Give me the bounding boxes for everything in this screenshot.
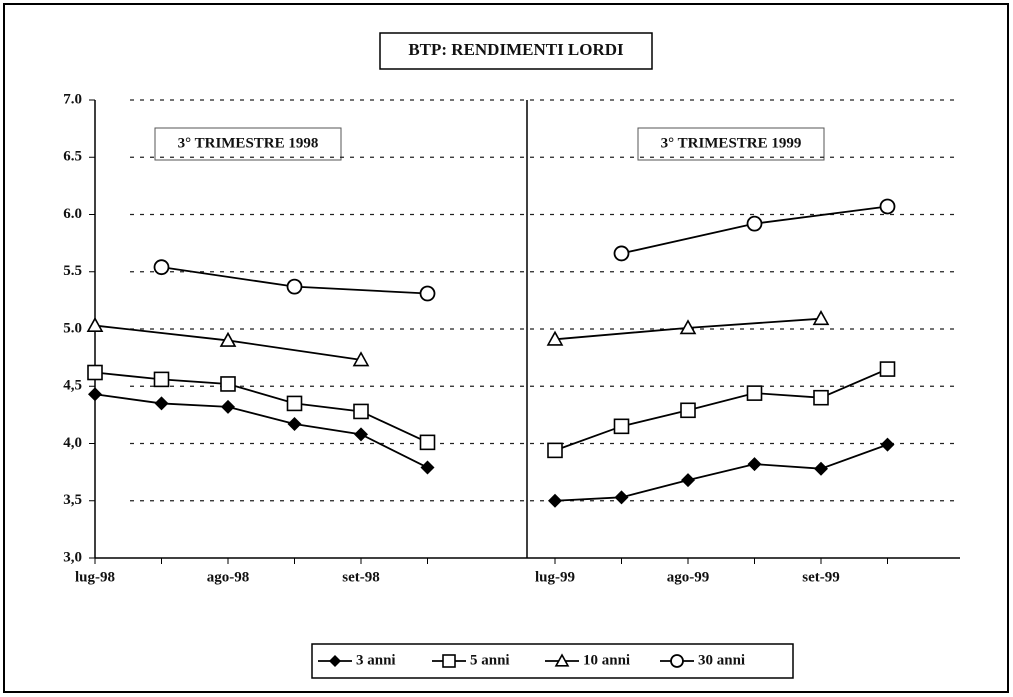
marker: [88, 387, 102, 402]
series-line: [554, 443, 888, 502]
marker: [681, 473, 695, 488]
marker: [220, 376, 236, 392]
series-line: [94, 393, 428, 469]
marker: [419, 285, 436, 302]
marker: [86, 316, 104, 332]
y-tick-label: 7.0: [63, 91, 82, 107]
frame: [3, 3, 1009, 693]
series-line: [94, 371, 428, 444]
marker: [680, 402, 696, 419]
x-tick-label: lug-98: [75, 569, 115, 585]
marker: [442, 654, 456, 668]
marker: [746, 215, 763, 232]
marker: [353, 403, 369, 420]
marker: [812, 310, 830, 326]
x-tick-label: set-99: [802, 569, 840, 585]
marker: [614, 490, 629, 505]
marker: [286, 395, 303, 412]
y-tick-label: 4,0: [63, 435, 82, 451]
marker: [221, 399, 235, 414]
marker: [554, 653, 570, 667]
marker: [746, 385, 763, 401]
annotation-box: [154, 127, 342, 161]
annotation-box: [637, 127, 825, 161]
y-tick-label: 6.0: [63, 206, 82, 222]
marker: [153, 371, 170, 388]
marker: [329, 655, 341, 667]
marker: [613, 418, 630, 435]
marker: [419, 434, 436, 451]
legend-label: 3 anni: [356, 652, 396, 668]
marker: [219, 331, 237, 347]
annotation: 3° TRIMESTRE 1998: [178, 135, 319, 151]
marker: [153, 259, 170, 276]
annotation: 3° TRIMESTRE 1999: [661, 135, 802, 151]
marker: [747, 457, 762, 472]
marker: [879, 361, 896, 377]
y-tick-label: 3,0: [63, 549, 82, 565]
marker: [670, 654, 684, 668]
marker: [352, 351, 370, 367]
x-tick-label: ago-99: [667, 569, 710, 585]
legend-label: 10 anni: [583, 652, 630, 668]
marker: [879, 198, 896, 215]
legend-label: 5 anni: [470, 652, 510, 668]
legend-label: 30 anni: [698, 652, 745, 668]
chart-title: BTP: RENDIMENTI LORDI: [408, 40, 624, 59]
marker: [354, 427, 368, 442]
marker: [547, 442, 563, 459]
marker: [420, 460, 435, 475]
y-tick-label: 4,5: [63, 378, 82, 394]
marker: [679, 319, 697, 335]
marker: [548, 493, 562, 508]
marker: [814, 461, 828, 476]
marker: [87, 364, 103, 381]
y-tick-label: 6.5: [63, 149, 82, 165]
marker: [613, 245, 630, 262]
marker: [880, 437, 895, 452]
marker: [546, 330, 564, 346]
y-tick-label: 5.0: [63, 320, 82, 336]
x-tick-label: lug-99: [535, 569, 575, 585]
marker: [154, 396, 169, 411]
x-tick-label: ago-98: [207, 569, 250, 585]
x-tick-label: set-98: [342, 569, 380, 585]
title-box: [379, 32, 653, 70]
marker: [813, 389, 829, 406]
marker: [286, 278, 303, 295]
marker: [287, 417, 302, 432]
y-tick-label: 3,5: [63, 492, 82, 508]
series-line: [554, 368, 888, 452]
y-tick-label: 5.5: [63, 263, 82, 279]
